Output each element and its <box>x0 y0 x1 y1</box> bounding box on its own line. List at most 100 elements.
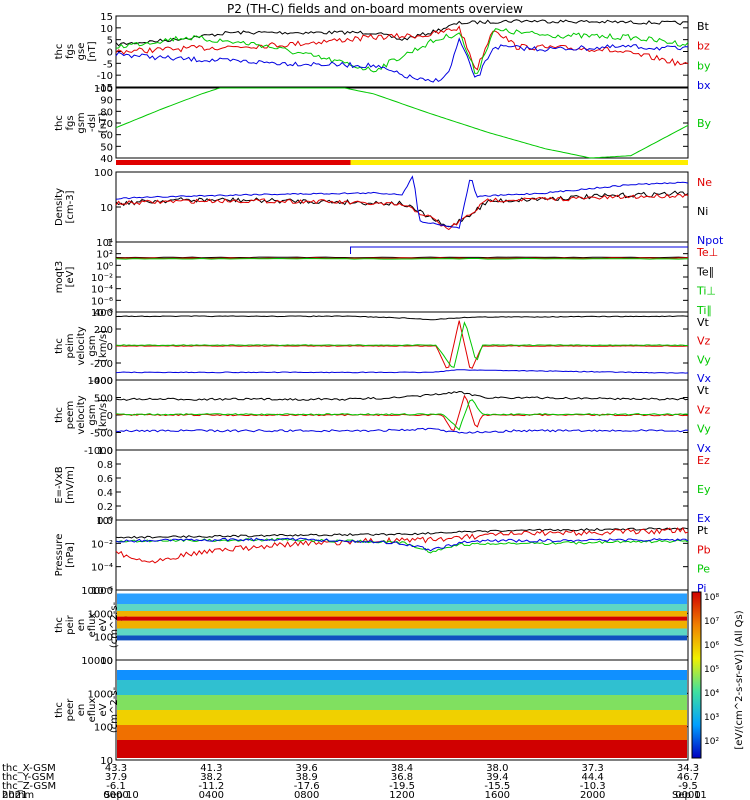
x-axis-value: 0000 <box>103 790 128 800</box>
y-tick-label: 100 <box>94 168 113 179</box>
colorbar-tick: 10⁶ <box>704 641 719 651</box>
y-tick-label: 0.4 <box>97 488 113 499</box>
panel-frame <box>115 171 689 243</box>
y-tick-label: 70 <box>100 119 113 130</box>
y-axis-label: eflux <box>87 698 98 723</box>
spectrogram-band <box>117 635 687 641</box>
x-axis-value: 39.4 <box>486 772 508 783</box>
y-axis-label: thc <box>54 407 65 423</box>
y-tick-label: -10 <box>97 71 113 82</box>
series-Ne <box>115 193 689 231</box>
x-axis-value: 44.4 <box>582 772 604 783</box>
spectrogram-band <box>117 670 687 680</box>
y-tick-label: 10⁻⁶ <box>91 586 113 597</box>
panel-frame <box>115 449 689 521</box>
legend-Vy: Vy <box>697 353 711 366</box>
spectrogram-band <box>117 593 687 604</box>
x-axis-value: 34.3 <box>677 763 699 774</box>
y-axis-label: [nT] <box>87 41 98 61</box>
legend-Vt: Vt <box>697 384 710 397</box>
y-tick-label: 10⁰ <box>96 261 113 272</box>
legend-Te⊥: Te⊥ <box>696 246 718 259</box>
y-tick-label: 90 <box>100 96 113 107</box>
legend-Ex: Ex <box>697 512 711 525</box>
spectrogram-band <box>117 725 687 740</box>
y-tick-label: 10 <box>100 656 113 667</box>
series-Pb <box>115 527 689 564</box>
y-tick-label: 10⁻⁴ <box>91 285 113 296</box>
y-tick-label: 10000 <box>81 656 113 667</box>
y-axis-label: gsm <box>87 335 98 356</box>
panel-frame <box>115 15 689 88</box>
y-tick-label: 10⁴ <box>96 238 113 249</box>
mode-bar-slow <box>116 160 351 165</box>
y-tick-label: 10⁻² <box>91 273 113 284</box>
y-tick-label: 60 <box>100 131 113 142</box>
y-tick-label: 10 <box>100 24 113 35</box>
series-Pt <box>115 527 689 539</box>
x-axis-value: -9.5 <box>678 781 698 792</box>
spectrogram-band <box>117 604 687 611</box>
y-axis-label: E=-VxB <box>54 466 65 503</box>
panel-frame <box>115 659 689 761</box>
spectrogram-band <box>117 611 687 617</box>
y-axis-label: gsm <box>87 404 98 425</box>
panel-efield: 1.0 0.8 0.6 0.4 0.2 0.0 E=-VxB [mV/m] Ez Ey Ex <box>54 446 711 527</box>
series-By <box>115 87 689 159</box>
y-axis-label: thc <box>54 44 65 60</box>
y-axis-label: [eV] <box>65 267 76 288</box>
legend-Ni: Ni <box>697 205 708 218</box>
legend-Vx: Vx <box>697 442 712 455</box>
spectrogram-peir <box>117 593 687 641</box>
x-axis-value: 38.0 <box>486 763 508 774</box>
y-tick-label: 50 <box>100 142 113 153</box>
spectrogram-band <box>117 695 687 710</box>
legend-Ti∥: Ti∥ <box>696 304 712 317</box>
x-axis-value: 39.6 <box>296 763 318 774</box>
legend-Npot: Npot <box>697 234 724 247</box>
y-tick-label: 1 <box>107 238 113 249</box>
legend-Ez: Ez <box>697 454 710 467</box>
mode-bar-fast <box>350 160 688 165</box>
y-axis-label: [nPa] <box>65 542 76 568</box>
colorbar-tick: 10³ <box>704 713 719 723</box>
y-tick-label: -15 <box>97 83 113 94</box>
spectrogram-band <box>117 680 687 695</box>
y-tick-label: 1.0 <box>97 446 113 457</box>
x-axis-value: 1600 <box>485 790 510 800</box>
y-tick-label: 100 <box>94 633 113 644</box>
series-Bt <box>115 19 689 47</box>
x-axis-table: thc_X-GSM 43.3 41.3 39.6 38.4 38.0 37.3 34.3 thc… <box>2 763 707 800</box>
colorbar-tick: 10² <box>704 737 719 747</box>
y-axis-label: peim <box>65 333 76 358</box>
series-Vx <box>115 369 689 374</box>
x-axis-row-label: hhmm <box>2 790 34 800</box>
y-axis-label: [km/s] <box>98 330 109 362</box>
legend-Pb: Pb <box>697 543 711 556</box>
y-axis-label: (cm^2-s- <box>109 601 120 648</box>
x-axis-value: 38.4 <box>391 763 413 774</box>
series-bz <box>115 25 689 71</box>
series-Ti-perp <box>350 246 688 254</box>
series-Vy <box>115 321 689 369</box>
legend-Bt: Bt <box>697 20 710 33</box>
panel-frame <box>115 87 689 159</box>
panel-pressure: 10⁰ 10⁻² 10⁻⁴ 10⁻⁶ Pressure [nPa] Pt Pb Pe Pi <box>54 516 711 597</box>
colorbar-tick: 10⁴ <box>704 689 719 699</box>
legend-by: by <box>697 59 711 72</box>
x-axis-value: -11.2 <box>198 781 224 792</box>
y-axis-label: [mV/m] <box>65 466 76 504</box>
x-axis-end-date: Sep 11 <box>672 790 707 800</box>
y-tick-label: 10 <box>100 203 113 214</box>
y-axis-label: eV <box>98 618 109 631</box>
y-axis-label: velocity <box>76 326 87 365</box>
x-axis-value: -10.3 <box>580 781 606 792</box>
y-tick-label: 10000 <box>81 586 113 597</box>
series-Pi <box>115 537 689 552</box>
series-Vy <box>115 399 689 431</box>
y-axis-label: velocity <box>76 395 87 434</box>
legend-Pt: Pt <box>697 524 709 537</box>
legend-Pe: Pe <box>697 563 710 576</box>
x-axis-value: 37.3 <box>582 763 604 774</box>
y-axis-label: Pressure <box>54 534 65 577</box>
